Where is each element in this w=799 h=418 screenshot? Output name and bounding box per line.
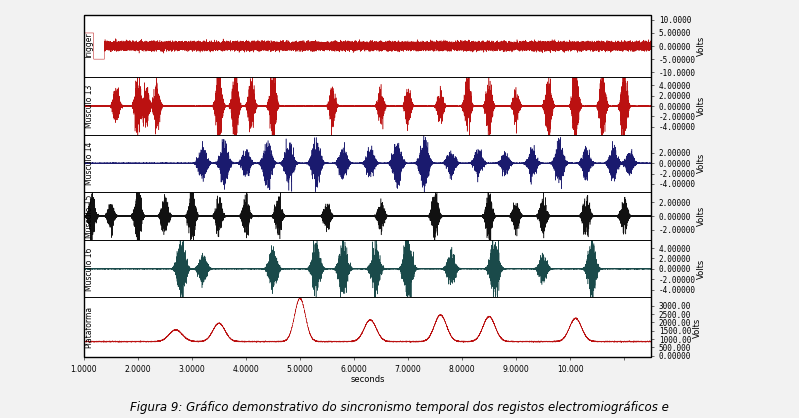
Y-axis label: Volts: Volts	[698, 96, 706, 116]
Text: Músculo 15: Músculo 15	[85, 194, 93, 238]
Text: Músculo 16: Músculo 16	[85, 247, 93, 291]
Y-axis label: Volts: Volts	[698, 206, 706, 226]
Text: Músculo 14: Músculo 14	[85, 141, 93, 185]
Text: Trigger: Trigger	[85, 33, 93, 59]
Text: Figura 9: Gráfico demonstrativo do sincronismo temporal dos registos electromiog: Figura 9: Gráfico demonstrativo do sincr…	[130, 401, 669, 414]
X-axis label: seconds: seconds	[350, 375, 385, 385]
Text: Plataforma: Plataforma	[85, 306, 93, 349]
Y-axis label: Volts: Volts	[698, 259, 706, 279]
Y-axis label: Volts: Volts	[693, 317, 702, 337]
Text: Músculo 13: Músculo 13	[85, 84, 93, 128]
Y-axis label: Volts: Volts	[698, 36, 706, 56]
Y-axis label: Volts: Volts	[698, 153, 706, 173]
